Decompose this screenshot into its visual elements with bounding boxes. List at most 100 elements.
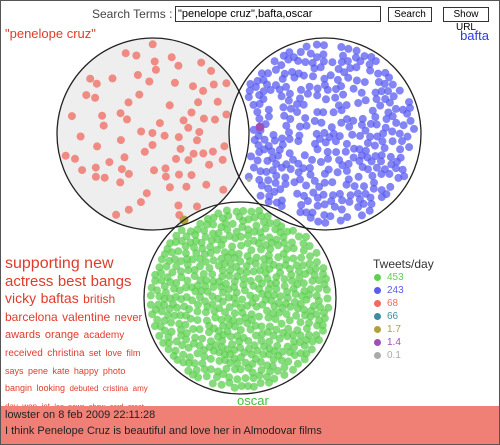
tag-word[interactable]: supporting	[5, 255, 80, 272]
bafta-dot	[310, 64, 319, 73]
oscar-dot	[248, 368, 257, 377]
bafta-dot	[323, 85, 332, 94]
tag-word[interactable]: barcelona	[5, 309, 58, 324]
tag-word[interactable]: film	[126, 347, 141, 358]
oscar-dot	[257, 279, 266, 288]
oscar-dot	[300, 305, 309, 314]
oscar-dot	[256, 379, 265, 387]
bafta-dot	[350, 144, 358, 153]
bafta-dot	[284, 96, 293, 105]
oscar-dot	[268, 362, 277, 371]
penelope-cruz-dot	[208, 147, 217, 156]
tag-word[interactable]: pene	[27, 365, 48, 376]
search-button[interactable]: Search	[388, 7, 432, 22]
oscar-dot	[296, 299, 305, 308]
oscar-dot	[215, 348, 224, 357]
tag-word[interactable]: kate	[52, 365, 70, 376]
bafta-dot	[391, 104, 400, 113]
oscar-dot	[244, 231, 253, 240]
oscar-dot	[249, 382, 258, 391]
search-input[interactable]	[175, 6, 381, 22]
bafta-dot	[389, 92, 398, 101]
penelope-cruz-dot	[76, 132, 85, 141]
penelope-cruz-dot	[174, 201, 183, 210]
penelope-cruz-dot	[82, 91, 91, 100]
bafta-dot	[396, 145, 405, 154]
oscar-dot	[297, 253, 306, 262]
bafta-dot	[385, 169, 394, 178]
tag-word[interactable]: never	[114, 311, 143, 324]
oscar-dot	[308, 337, 317, 346]
oscar-dot	[255, 206, 264, 215]
tag-word[interactable]: valentine	[62, 309, 111, 324]
tag-word[interactable]: baftas	[40, 290, 79, 307]
bafta-dot	[363, 153, 372, 162]
oscar-dot	[174, 247, 183, 256]
tag-word[interactable]: love	[105, 347, 122, 358]
penelope-cruz-dot	[99, 121, 108, 130]
oscar-dot	[305, 266, 314, 275]
tag-word[interactable]: says	[5, 365, 24, 376]
tag-word[interactable]: happy	[73, 365, 99, 376]
bafta-dot	[296, 48, 305, 56]
tag-word[interactable]: photo	[102, 365, 126, 376]
tag-word[interactable]: bangin	[5, 383, 33, 394]
bafta-dot	[374, 78, 383, 86]
bafta-dot	[310, 117, 319, 125]
bafta-dot	[305, 164, 314, 172]
bafta-dot	[354, 99, 363, 107]
tag-word[interactable]: christina	[47, 347, 85, 359]
tag-word[interactable]: actress	[5, 272, 54, 290]
bafta-dot	[341, 147, 350, 156]
bafta-dot	[403, 109, 412, 118]
legend-item: 68	[374, 297, 404, 310]
venn-diagram[interactable]	[1, 1, 499, 406]
tag-word[interactable]: best	[57, 272, 87, 290]
tag-word[interactable]: set	[88, 347, 101, 358]
oscar-dot	[273, 366, 282, 375]
penelope-cruz-dot	[182, 182, 191, 191]
tag-word[interactable]: looking	[36, 383, 66, 394]
bafta-dot	[295, 131, 304, 140]
oscar-dot	[248, 298, 257, 307]
tag-word[interactable]: bangs	[90, 272, 132, 290]
oscar-dot	[293, 359, 302, 368]
bafta-dot	[306, 49, 315, 58]
bafta-dot	[308, 208, 317, 217]
tag-word[interactable]: cristina	[102, 384, 129, 394]
bafta-dot	[271, 178, 280, 187]
legend-swatch	[374, 339, 381, 346]
oscar-dot	[247, 310, 256, 319]
bafta-dot	[308, 155, 316, 164]
bafta-dot	[271, 65, 280, 74]
tag-word[interactable]: academy	[83, 330, 125, 342]
bafta-dot	[344, 159, 353, 168]
bafta-dot	[305, 82, 314, 91]
oscar-dot	[171, 293, 180, 301]
bafta-dot	[250, 136, 259, 144]
oscar-dot	[206, 354, 215, 363]
tag-word[interactable]: amy	[132, 384, 148, 394]
penelope-cruz-dot	[187, 108, 196, 117]
tag-word[interactable]: vicky	[5, 290, 37, 307]
tag-word[interactable]: received	[5, 347, 43, 359]
oscar-dot	[239, 280, 248, 289]
penelope-cruz-dot	[222, 110, 231, 119]
bafta-dot	[365, 206, 374, 215]
bafta-dot	[267, 147, 276, 156]
tag-word[interactable]: debuted	[69, 384, 99, 394]
penelope-cruz-dot	[219, 185, 228, 194]
penelope-cruz-dot	[194, 98, 203, 107]
bafta-dot	[372, 95, 381, 104]
oscar-dot	[255, 312, 263, 321]
bafta-dot	[343, 213, 352, 222]
oscar-dot	[238, 295, 247, 304]
oscar-dot	[219, 331, 228, 339]
show-url-button[interactable]: Show URL	[443, 7, 489, 33]
tag-word[interactable]: orange	[44, 329, 80, 342]
tag-word[interactable]: new	[84, 255, 114, 272]
bafta-dot	[372, 163, 381, 172]
bafta-dot	[324, 165, 333, 174]
tag-word[interactable]: awards	[5, 329, 41, 342]
tag-word[interactable]: british	[83, 292, 116, 307]
